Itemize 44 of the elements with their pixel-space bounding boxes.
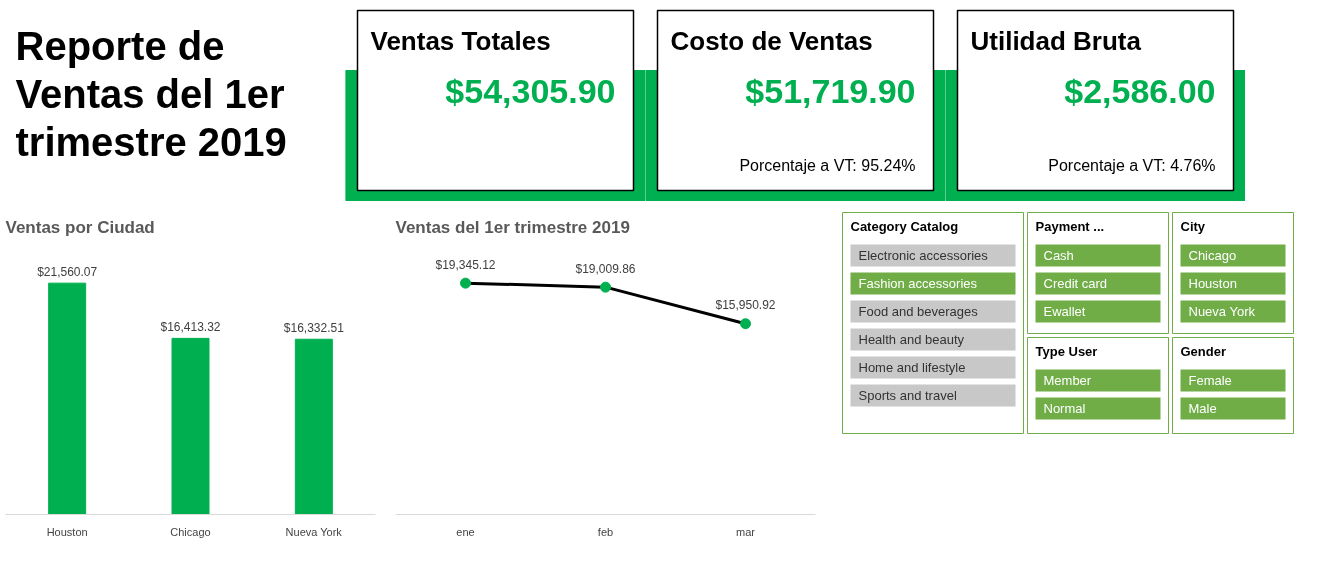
text: Porcentaje a VT: 4.76% — [1048, 157, 1216, 174]
text: Utilidad Bruta — [970, 25, 1142, 56]
x-tick-label: feb — [597, 525, 614, 538]
text: Category Catalog — [850, 219, 959, 234]
data-label: $16,332.51 — [283, 320, 345, 335]
data-label: $16,413.32 — [160, 319, 221, 334]
text: Normal — [1043, 401, 1086, 416]
text: Payment ... — [1035, 219, 1105, 234]
text: Fashion accessories — [858, 276, 978, 291]
text: Houston — [1188, 276, 1237, 291]
text: $51,719.90 — [745, 71, 916, 110]
text: Costo de Ventas — [670, 25, 873, 56]
text: Member — [1043, 373, 1092, 388]
text: Ventas Totales — [370, 25, 551, 56]
text: Ewallet — [1043, 304, 1086, 319]
data-label: $19,345.12 — [435, 257, 496, 272]
data-label: $15,950.92 — [715, 298, 776, 313]
data-label: $21,560.07 — [37, 264, 98, 279]
text: City — [1180, 219, 1206, 234]
text: Sports and travel — [858, 388, 957, 403]
text: Electronic accessories — [858, 248, 989, 263]
text: Type User — [1035, 344, 1098, 359]
data-label: $19,009.86 — [575, 261, 636, 276]
text: Cash — [1043, 248, 1074, 263]
text: Food and beverages — [858, 304, 979, 319]
text: $2,586.00 — [1064, 71, 1216, 110]
text: Chicago — [1188, 248, 1237, 263]
x-tick-label: Nueva York — [285, 525, 343, 538]
text: $54,305.90 — [445, 71, 616, 110]
text: Nueva York — [1188, 304, 1256, 319]
x-tick-label: Houston — [46, 525, 88, 538]
x-tick-label: mar — [736, 525, 756, 538]
chart-title: Ventas por Ciudad — [5, 217, 155, 237]
x-tick-label: ene — [456, 525, 475, 538]
text: Porcentaje a VT: 95.24% — [739, 157, 916, 174]
text: Female — [1188, 373, 1232, 388]
text: Male — [1188, 401, 1217, 416]
text: Reporte de Ventas del 1er trimestre 2019 — [15, 23, 287, 164]
chart-title: Ventas del 1er trimestre 2019 — [395, 217, 630, 237]
text: Health and beauty — [858, 332, 965, 347]
text: Credit card — [1043, 276, 1108, 291]
x-tick-label: Chicago — [170, 525, 211, 538]
text: Home and lifestyle — [858, 360, 966, 375]
text: Gender — [1180, 344, 1227, 359]
